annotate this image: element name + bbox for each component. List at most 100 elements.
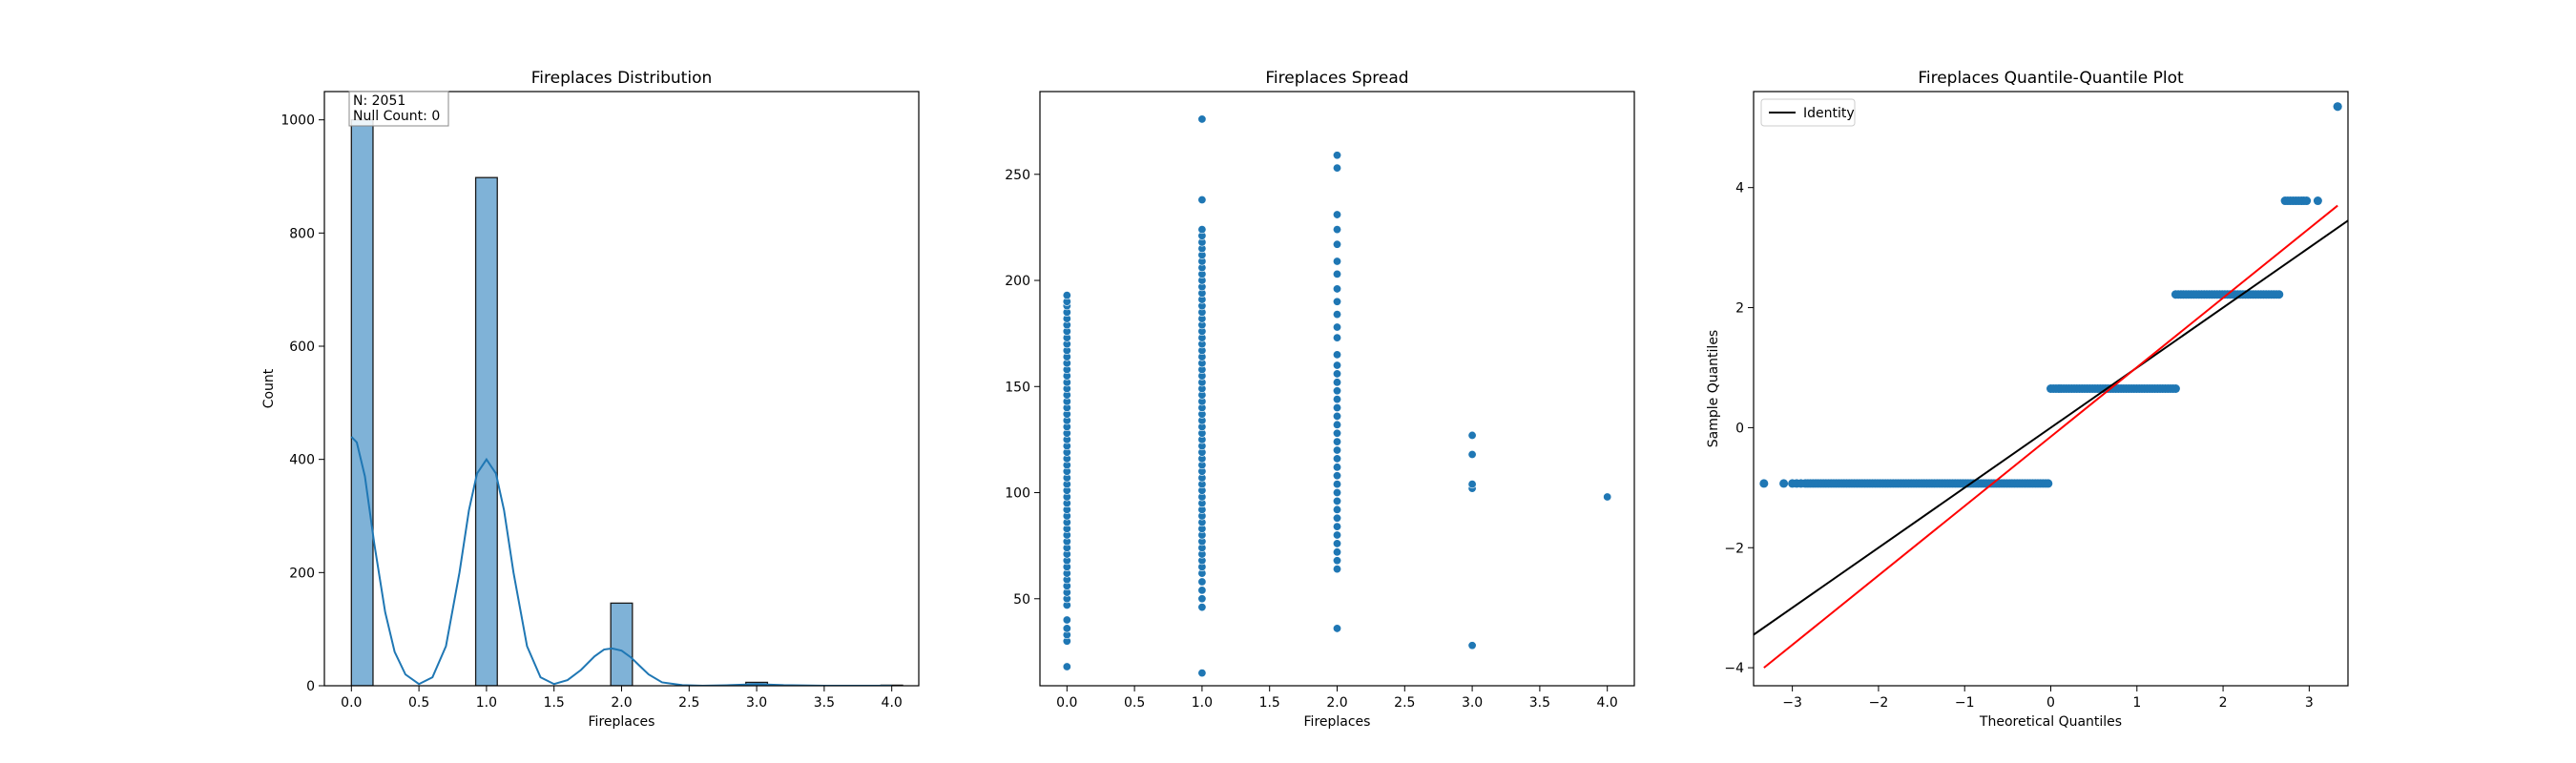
scatter-point [1333,556,1342,566]
scatter-point [1333,505,1342,514]
y-tick-label: 4 [1735,181,1744,196]
x-axis-label: Fireplaces [589,714,655,730]
scatter-point [1333,463,1342,472]
scatter-point [1333,269,1342,278]
scatter-point [1333,361,1342,370]
y-tick-label: 50 [1013,592,1030,608]
scatter-point [1333,411,1342,421]
scatter-point [1062,615,1071,625]
scatter-point [1197,669,1207,678]
scatter-point [1197,603,1207,612]
scatter-point [1197,114,1207,124]
axes-frame [1039,91,1635,687]
x-tick-label: −3 [1782,695,1802,711]
x-tick-label: −2 [1869,695,1889,711]
qq-point [2044,479,2053,488]
qq-point [2333,102,2342,112]
x-tick-label: 4.0 [1597,695,1618,711]
scatter-point [1062,291,1071,300]
scatter-point [1333,403,1342,413]
plot-area [350,119,904,686]
x-tick-label: 3.0 [1462,695,1483,711]
chart-title: Fireplaces Distribution [531,69,713,88]
y-tick-label: 250 [1005,168,1030,183]
qq-point [2302,196,2312,206]
qq-point [2275,290,2284,299]
histogram-bar [474,176,498,686]
histogram-bar [610,602,634,686]
scatter-point [1333,420,1342,429]
qq-point [1797,479,1806,488]
y-tick-label: −4 [1724,661,1744,676]
scatter-point [1467,480,1477,489]
scatter-point [1333,471,1342,481]
scatter-point [1333,522,1342,531]
scatter-point [1333,428,1342,438]
scatter-point [1333,257,1342,266]
annotation-null-count: Null Count: 0 [353,109,440,124]
scatter-point [1333,547,1342,557]
x-axis-label: Fireplaces [1304,714,1371,730]
y-tick-label: 400 [289,453,315,468]
x-tick-label: 0.0 [1056,695,1077,711]
identity-line [1754,219,2348,636]
x-tick-label: 0.0 [341,695,362,711]
scatter-point [1333,437,1342,446]
histogram-bar [350,119,374,686]
scatter-point [1333,513,1342,523]
qq-chart: Fireplaces Quantile-Quantile Plot −3 −2 −1 0… [1706,69,2349,730]
x-tick-label: 3.0 [746,695,767,711]
y-tick-label: 100 [1005,486,1030,502]
y-tick-label: 800 [289,226,315,241]
scatter-point [1197,225,1207,235]
scatter-point [1333,210,1342,219]
scatter-point [1333,395,1342,404]
scatter-point [1062,624,1071,633]
scatter-point [1333,284,1342,294]
scatter-point [1333,539,1342,548]
x-tick-label: 1.5 [544,695,565,711]
scatter-point [1333,445,1342,455]
kde-curve [350,436,892,686]
y-tick-label: 600 [289,340,315,355]
chart-title: Fireplaces Quantile-Quantile Plot [1918,69,2184,88]
x-tick-label: 0.5 [1124,695,1145,711]
scatter-point [1603,492,1612,502]
scatter-point [1333,310,1342,320]
scatter-point [1333,378,1342,387]
histogram-chart: Fireplaces Distribution 0.0 0.5 1.0 1.5 2.0 2.… [261,69,920,730]
x-tick-label: 0.5 [408,695,429,711]
scatter-point [1333,480,1342,489]
x-axis-label: Theoretical Quantiles [1979,714,2122,730]
scatter-point [1333,496,1342,505]
scatter-point [1197,577,1207,587]
scatter-point [1197,586,1207,595]
scatter-point [1333,488,1342,498]
y-axis-label: Count [261,368,277,408]
x-tick-label: 3.5 [1529,695,1550,711]
y-tick-label: 150 [1005,380,1030,395]
scatter-point [1333,225,1342,235]
qq-point [2171,384,2180,393]
y-tick-label: 0 [1735,421,1744,436]
scatter-point [1333,297,1342,306]
y-tick-label: 200 [1005,274,1030,289]
scatter-point [1333,350,1342,360]
plot-area [1754,102,2348,669]
spread-chart: Fireplaces Spread 0.0 0.5 1.0 1.5 2.0 2.5 3.0 3.… [1005,69,1635,730]
scatter-point [1333,454,1342,464]
scatter-point [1333,386,1342,396]
chart-title: Fireplaces Spread [1265,69,1408,88]
axes-frame [1753,91,2349,687]
x-tick-label: 2.5 [678,695,699,711]
y-tick-label: −2 [1724,541,1744,556]
y-axis-label: Sample Quantiles [1706,330,1721,447]
scatter-point [1467,449,1477,459]
x-tick-label: 3.5 [814,695,835,711]
scatter-point [1333,624,1342,633]
x-tick-label: 0 [2046,695,2055,711]
scatter-point [1197,195,1207,204]
scatter-point [1333,322,1342,332]
annotation-box [348,91,449,127]
